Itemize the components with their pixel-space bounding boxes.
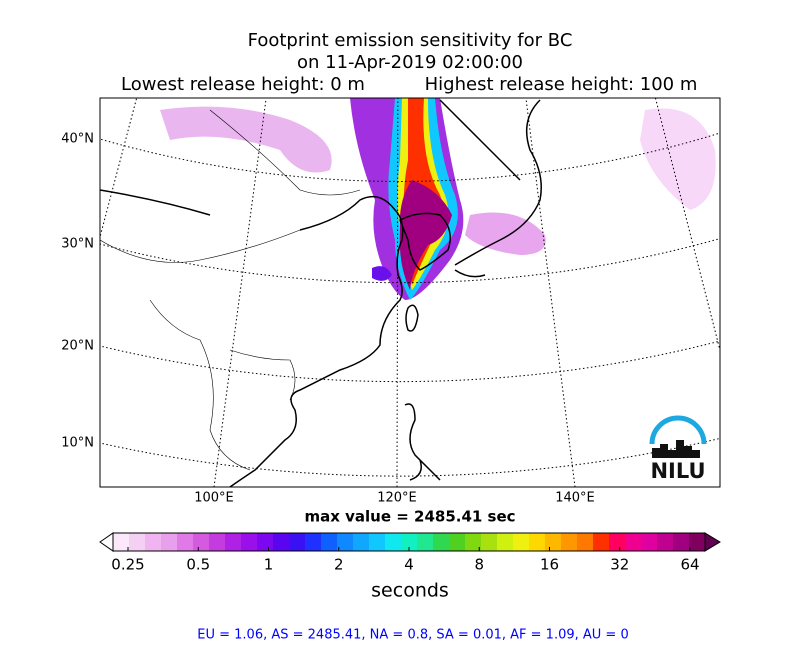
colorbar-swatch [273,533,290,551]
lon-label: 140°E [555,491,595,506]
colorbar-swatch [241,533,258,551]
colorbar-swatch [369,533,386,551]
colorbar-swatch [225,533,242,551]
colorbar-swatch [529,533,546,551]
lon-label: 100°E [194,491,234,506]
colorbar-swatch [625,533,642,551]
colorbar-tick-label: 2 [334,556,344,574]
colorbar-tick-label: 16 [540,556,559,574]
colorbar-tick-label: 0.5 [186,556,210,574]
colorbar-swatch [257,533,274,551]
lon-label: 120°E [377,491,417,506]
colorbar-tick-label: 1 [264,556,274,574]
colorbar-swatch [417,533,434,551]
colorbar-swatch [673,533,690,551]
colorbar-label: seconds [371,580,449,602]
colorbar-swatch [161,533,178,551]
colorbar-swatch [305,533,322,551]
colorbar: 0.25 0.5 1 2 4 8 16 32 64 [99,532,721,574]
colorbar-swatch [593,533,610,551]
colorbar-swatch [561,533,578,551]
coastline [100,99,542,487]
map: NILU [100,98,720,487]
colorbar-tick-label: 32 [610,556,629,574]
colorbar-tick-label: 8 [474,556,484,574]
colorbar-swatch [177,533,194,551]
map-frame [99,97,721,488]
title: on 11-Apr-2019 02:00:00 [297,52,523,73]
footprint [160,98,716,300]
colorbar-swatch [209,533,226,551]
colorbar-swatch [289,533,306,551]
parallel [100,340,720,382]
lat-label: 20°N [61,339,94,354]
colorbar-swatch [545,533,562,551]
colorbar-swatch [353,533,370,551]
colorbar-tick-label: 0.25 [111,556,144,574]
max-value: max value = 2485.41 sec [304,508,515,526]
colorbar-swatch [609,533,626,551]
parallel [100,437,720,477]
colorbar-tick-label: 64 [680,556,699,574]
lat-label: 30°N [61,237,94,252]
lat-label: 10°N [61,436,94,451]
colorbar-tick-label: 4 [404,556,414,574]
colorbar-swatch [321,533,338,551]
lat-label: 40°N [61,132,94,147]
colorbar-swatch [193,533,210,551]
border [100,109,361,471]
release-high: Highest release height: 100 m [425,74,698,95]
colorbar-swatch [577,533,594,551]
colorbar-swatch [433,533,450,551]
footer: EU = 1.06, AS = 2485.41, NA = 0.8, SA = … [197,628,628,643]
graticule [100,98,720,487]
logo: NILU [649,415,707,483]
colorbar-swatch [497,533,514,551]
colorbar-swatch [641,533,658,551]
release-low: Lowest release height: 0 m [121,74,365,95]
colorbar-swatch [481,533,498,551]
colorbar-swatch [113,533,130,551]
colorbar-swatch [385,533,402,551]
logo-text: NILU [650,459,705,483]
colorbar-swatch [449,533,466,551]
colorbar-swatch [657,533,674,551]
colorbar-swatch [689,533,706,551]
colorbar-swatch [129,533,146,551]
colorbar-swatch [513,533,530,551]
axis-labels: 40°N 30°N 20°N 10°N 100°E 120°E 140°E [61,132,595,506]
colorbar-swatch [337,533,354,551]
colorbar-swatch [145,533,162,551]
title: Footprint emission sensitivity for BC [248,30,573,51]
colorbar-swatch [401,533,418,551]
colorbar-swatch [465,533,482,551]
